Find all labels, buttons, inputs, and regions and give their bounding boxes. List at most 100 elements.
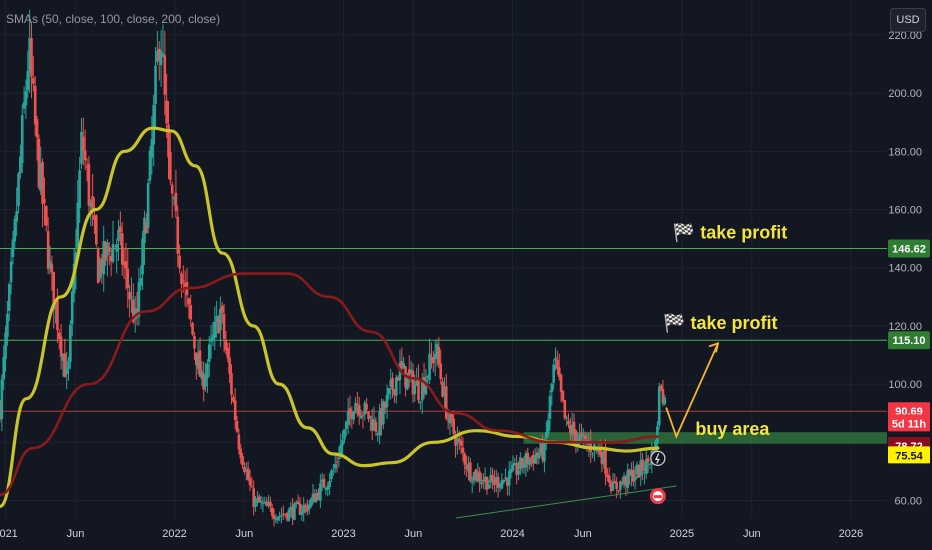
candle-body — [306, 505, 309, 512]
candle-body — [204, 376, 207, 387]
candle-body — [22, 102, 26, 109]
candle-body — [61, 355, 65, 361]
candle-body — [615, 482, 618, 490]
candle-body — [141, 238, 144, 275]
x-tick-label: Jun — [743, 528, 761, 540]
candle-body — [370, 418, 374, 431]
candle-body — [33, 85, 37, 125]
candle-body — [233, 400, 237, 421]
candle-body — [237, 434, 241, 450]
candle-body — [446, 419, 450, 421]
candle-body — [443, 387, 446, 396]
candle-body — [189, 305, 193, 320]
candle-body — [37, 138, 41, 188]
time-axis[interactable]: 2021 Jun 2022 Jun 2023 Jun 2024 Jun 2025 Jun 2026 — [0, 528, 863, 540]
candle-body — [126, 268, 130, 288]
candle-body — [309, 498, 313, 507]
candle-body — [35, 119, 39, 138]
candle-body — [119, 226, 122, 233]
buy-zone-layer — [523, 432, 887, 444]
candle-body — [411, 370, 415, 395]
candle-body — [583, 436, 587, 440]
candle-body — [224, 339, 228, 351]
candle-body — [556, 360, 559, 369]
candle-body — [348, 408, 352, 414]
candle-body — [539, 443, 543, 455]
candle-body — [289, 507, 293, 511]
candle-body — [546, 420, 550, 434]
candle-body — [350, 411, 354, 419]
candle-body — [2, 356, 6, 380]
candle-body — [598, 448, 602, 455]
candle-body — [365, 404, 368, 410]
event-markers[interactable] — [649, 450, 666, 505]
candle-body — [332, 470, 335, 472]
candle-body — [476, 473, 480, 482]
currency-button[interactable]: USD — [890, 8, 926, 32]
candle-body — [133, 308, 137, 320]
earnings-flag-stripe[interactable] — [653, 495, 662, 499]
candle-body — [13, 219, 17, 242]
candle-body — [50, 263, 54, 272]
candle-body — [211, 334, 215, 341]
candle-body — [543, 441, 546, 462]
candle-body — [333, 464, 337, 469]
candle-body — [191, 323, 194, 335]
dividend-lightning-icon[interactable] — [650, 450, 666, 466]
candle-body — [504, 477, 507, 479]
candle-body — [482, 479, 485, 482]
lightning-glyph[interactable] — [654, 453, 660, 464]
candle-body — [315, 493, 318, 501]
price-axis[interactable]: 220.00 200.00 180.00 160.00 140.00 120.00 100.… — [888, 30, 922, 508]
candle-body — [178, 255, 181, 269]
candle-body — [267, 503, 270, 506]
candle-body — [374, 421, 378, 432]
candle-body — [317, 492, 320, 499]
candle-body — [206, 363, 209, 379]
candle-body — [454, 436, 457, 446]
candle-body — [270, 507, 274, 516]
candle-body — [463, 453, 467, 465]
candle-body — [465, 465, 468, 470]
candle-body — [202, 373, 205, 390]
candle-body — [361, 414, 365, 416]
candle-body — [28, 38, 31, 72]
indicator-legend[interactable]: SMAs (50, close, 100, close, 200, close) — [6, 12, 221, 26]
candle-body — [11, 239, 15, 257]
candle-body — [417, 379, 420, 401]
candle-body — [139, 278, 143, 286]
candle-body — [491, 474, 494, 481]
candle-body — [341, 440, 344, 446]
sma-line-2 — [0, 272, 660, 497]
candle-body — [85, 166, 89, 168]
x-tick-label: Jun — [405, 528, 423, 540]
candle-body — [285, 513, 289, 520]
candle-body — [619, 481, 622, 490]
candle-body — [526, 452, 530, 464]
y-tick-label: 160.00 — [888, 205, 922, 217]
candle-body — [646, 458, 650, 462]
level-badge-label: 146.62 — [892, 243, 926, 255]
candle-body — [561, 390, 565, 401]
candle-body — [263, 501, 267, 503]
candle-body — [552, 364, 555, 383]
candle-body — [9, 261, 13, 283]
drawings — [455, 342, 720, 519]
candle-body — [78, 170, 81, 208]
candle-body — [643, 472, 646, 474]
candle-body — [250, 486, 254, 488]
candle-body — [400, 361, 404, 368]
candle-body — [496, 476, 500, 488]
candle-body — [520, 458, 524, 468]
candle-body — [320, 479, 324, 483]
candle-body — [600, 451, 604, 464]
y-tick-label: 220.00 — [888, 30, 922, 42]
candle-body — [624, 477, 628, 486]
candle-body — [46, 231, 50, 269]
y-tick-label: 100.00 — [888, 379, 922, 391]
candle-body — [533, 454, 537, 464]
candle-body — [337, 457, 341, 459]
candle-body — [502, 479, 505, 483]
candle-body — [550, 383, 554, 393]
